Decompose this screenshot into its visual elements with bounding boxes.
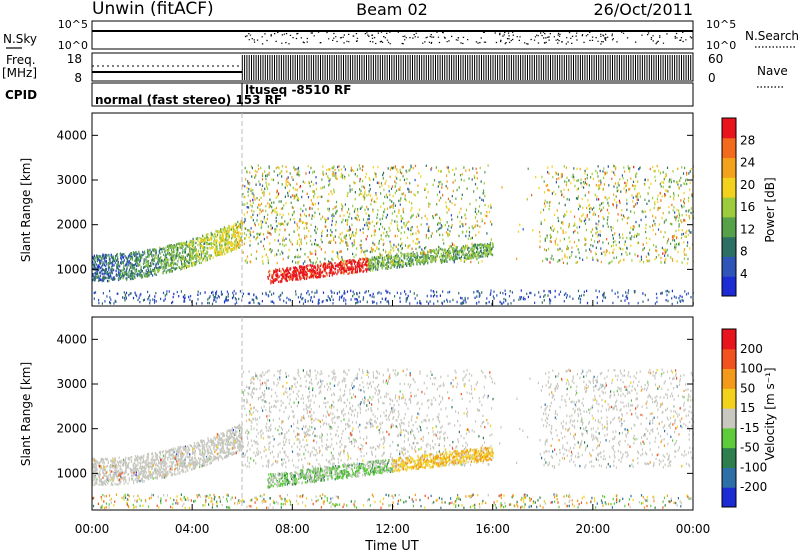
y-tick-label: 2000 [56,218,87,232]
colorbar-swatch [722,368,736,389]
x-tick-label: 16:00 [475,522,510,536]
noise-search-trace [244,31,693,45]
freq-traces [92,55,692,80]
y-tick-label: 1000 [56,466,87,480]
x-tick-label: 20:00 [576,522,611,536]
colorbar-frame [721,117,737,297]
echo-cluster [138,164,695,277]
colorbar-tick-label: 28 [740,133,755,147]
x-axis-label: Time UT [364,539,418,554]
colorbar-swatch [722,388,736,409]
freq-trace-late [241,55,692,80]
velocity-colorbar-label: Velocity [m s⁻¹] [763,367,777,460]
colorbar-tick-label: -200 [740,480,767,494]
velocity-scatter [92,368,695,510]
power-colorbar: 28 24 20 16 12 8 4 [721,117,755,297]
colorbar-swatch [722,197,736,218]
freq-left-label-2: [MHz] [2,66,37,80]
colorbar-swatch [722,408,736,429]
y-tick-label: 1000 [56,262,87,276]
cpid-label: CPID [5,88,37,102]
echo-cluster [93,164,694,283]
colorbar-tick-label: 15 [740,401,755,415]
power-scatter [92,164,695,306]
cpid-segment-2: ltuseq -8510 RF [245,83,351,97]
colorbar-swatch [722,256,736,277]
echo-cluster [92,368,695,509]
x-tick-label: 04:00 [175,522,210,536]
colorbar-swatch [722,276,736,297]
colorbar-tick-label: -15 [740,421,760,435]
cpid-segment-1: normal (fast stereo) 153 RF [95,93,282,107]
colorbar-tick-label: 4 [740,267,748,281]
freq-right-tick-bottom: 0 [708,71,716,85]
freq-left-tick-bottom: 8 [74,71,82,85]
noise-left-tick-top: 10^5 [58,18,88,31]
noise-left-label: N.Sky [3,32,37,46]
nave-label: Nave [757,64,788,78]
y-tick-label: 3000 [56,377,87,391]
colorbar-swatch [722,348,736,370]
x-tick-label: 00:00 [676,522,711,536]
noise-traces [92,30,693,45]
colorbar-swatch [722,329,736,350]
echo-cluster [93,369,685,510]
noise-right-tick-top: 10^5 [706,18,736,31]
colorbar-tick-label: -50 [740,441,760,455]
freq-left-tick-top: 18 [67,52,82,66]
colorbar-tick-label: 24 [740,156,755,170]
date-title: 26/Oct/2011 [593,0,693,19]
x-tick-label: 08:00 [275,522,310,536]
colorbar-swatch [722,216,736,238]
colorbar-frame [721,328,737,508]
noise-right-label: N.Search [745,29,799,43]
station-title: Unwin (fitACF) [92,0,214,19]
colorbar-tick-label: 100 [740,362,763,376]
echo-cluster [92,164,694,305]
velocity-colorbar: 200 100 50 15 -15 -50 -100 -200 [721,328,767,508]
y-tick-label: 2000 [56,422,87,436]
colorbar-tick-label: 200 [740,342,763,356]
colorbar-swatch [722,118,736,139]
noise-left-tick-bottom: 10^0 [58,39,88,52]
colorbar-swatch [722,467,736,488]
colorbar-swatch [722,427,736,449]
x-tick-label: 12:00 [375,522,410,536]
colorbar-swatch [722,447,736,468]
colorbar-swatch [722,177,736,198]
colorbar-swatch [722,157,736,178]
colorbar-swatch [722,487,736,508]
velocity-panel: 4000 3000 2000 1000 Slant Range [km] 200 100… [19,316,777,511]
power-y-ticks: 4000 3000 2000 1000 [56,128,693,276]
freq-left-label-1: Freq. [6,53,36,67]
cpid-panel: CPID normal (fast stereo) 153 RF ltuseq … [5,82,694,107]
beam-title: Beam 02 [356,0,428,19]
velocity-y-ticks: 4000 3000 2000 1000 [56,332,693,480]
freq-panel: Freq. [MHz] 18 8 60 0 Nave [2,52,788,88]
x-tick-label: 00:00 [75,522,110,536]
noise-right-tick-bottom: 10^0 [706,39,736,52]
freq-right-tick-top: 60 [708,52,723,66]
colorbar-swatch [722,236,736,257]
y-tick-label: 4000 [56,128,87,142]
colorbar-tick-label: 16 [740,200,755,214]
colorbar-tick-label: 20 [740,178,755,192]
echo-cluster [92,166,691,305]
colorbar-swatch [722,137,736,159]
power-panel: 4000 3000 2000 1000 Slant Range [km] 28 24 20… [19,112,777,307]
colorbar-tick-label: 8 [740,245,748,259]
velocity-y-label: Slant Range [km] [19,362,33,466]
colorbar-tick-label: 12 [740,222,755,236]
echo-cluster [95,372,691,509]
time-axis: 00:00 04:00 08:00 12:00 16:00 20:00 00:00 [75,300,711,536]
colorbar-tick-label: 50 [740,381,755,395]
power-y-label: Slant Range [km] [19,158,33,262]
y-tick-label: 3000 [56,173,87,187]
y-tick-label: 4000 [56,332,87,346]
noise-panel: N.Sky 10^5 10^0 10^5 10^0 N.Search [3,18,799,52]
colorbar-tick-label: -100 [740,460,767,474]
power-colorbar-label: Power [dB] [763,177,777,242]
